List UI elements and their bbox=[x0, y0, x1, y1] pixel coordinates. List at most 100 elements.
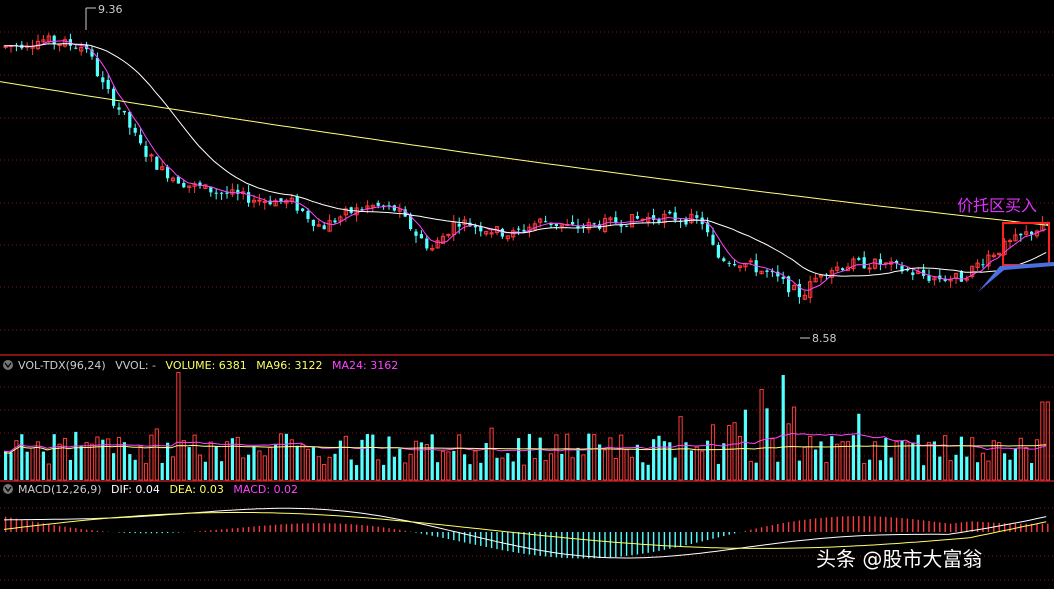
volume-bar bbox=[214, 446, 218, 480]
candle-body bbox=[733, 264, 737, 266]
volume-bar bbox=[338, 440, 342, 480]
candle-body bbox=[857, 258, 861, 260]
candle-body bbox=[813, 277, 818, 283]
candle-body bbox=[160, 166, 165, 171]
candle-body bbox=[802, 294, 807, 300]
volume-bar bbox=[905, 441, 910, 481]
volume-bar bbox=[116, 437, 122, 481]
candle-body bbox=[748, 260, 753, 263]
candle-body bbox=[544, 221, 548, 223]
volume-bar bbox=[25, 451, 29, 480]
volume-bar bbox=[230, 438, 234, 480]
candle-body bbox=[149, 154, 154, 157]
candle-body bbox=[365, 205, 370, 209]
grid-lines bbox=[0, 31, 1054, 581]
candle-body bbox=[927, 275, 931, 281]
candle-body bbox=[409, 214, 413, 230]
volume-bar bbox=[247, 454, 251, 480]
volume-bar bbox=[252, 446, 256, 480]
volume-bar bbox=[976, 462, 980, 480]
candle-body bbox=[905, 269, 909, 271]
volume-bar bbox=[737, 435, 743, 481]
candle-body bbox=[592, 223, 596, 225]
candle-body bbox=[327, 220, 332, 232]
volume-bar bbox=[506, 453, 510, 480]
volume-bar bbox=[916, 434, 920, 480]
volume-bar bbox=[521, 464, 527, 481]
volume-bar bbox=[355, 465, 359, 480]
volume-bar bbox=[868, 459, 872, 480]
volume-bar bbox=[624, 449, 629, 481]
candle-body bbox=[716, 244, 720, 258]
volume-bar bbox=[538, 437, 542, 480]
volume-bar bbox=[765, 408, 769, 480]
volume-bar bbox=[986, 460, 991, 481]
volume-bar bbox=[517, 438, 521, 480]
candle-body bbox=[657, 218, 661, 223]
volume-bar bbox=[678, 416, 683, 481]
volume-bar bbox=[436, 462, 440, 480]
volume-bar bbox=[802, 446, 807, 481]
volume-bar bbox=[1013, 448, 1017, 480]
candle-body bbox=[1019, 233, 1023, 236]
candle-body bbox=[225, 192, 229, 194]
candle-body bbox=[62, 39, 68, 47]
candle-body bbox=[1007, 240, 1013, 243]
candle-body bbox=[435, 240, 440, 249]
candle-body bbox=[522, 229, 526, 232]
candle-body bbox=[187, 185, 192, 188]
candle-body bbox=[808, 281, 813, 298]
macd-indicator-name: MACD(12,26,9) bbox=[18, 483, 102, 496]
volume-bar bbox=[797, 460, 801, 480]
candle-body bbox=[430, 247, 435, 251]
volume-bar bbox=[900, 440, 904, 480]
vol-ma96: MA96: 3122 bbox=[256, 359, 322, 372]
candle-body bbox=[602, 217, 608, 232]
volume-bar bbox=[9, 452, 13, 480]
volume-bar bbox=[565, 433, 570, 481]
candle-body bbox=[457, 223, 461, 227]
candle-body bbox=[781, 276, 785, 279]
volume-bar bbox=[884, 438, 888, 480]
volume-bar bbox=[716, 463, 720, 480]
volume-bar bbox=[349, 459, 353, 480]
candle-body bbox=[943, 278, 947, 281]
volume-bar bbox=[41, 451, 45, 480]
candle-body bbox=[301, 208, 305, 211]
volume-bar bbox=[484, 443, 488, 480]
candle-body bbox=[959, 270, 963, 282]
candle-body bbox=[845, 266, 851, 272]
volume-bar bbox=[814, 449, 818, 480]
candle-body bbox=[209, 186, 213, 193]
volume-bar bbox=[592, 434, 597, 481]
buy-zone-arrow bbox=[978, 262, 1054, 292]
candle-body bbox=[878, 259, 882, 265]
volume-bar bbox=[419, 442, 423, 480]
candle-body bbox=[106, 79, 110, 90]
volume-bar bbox=[241, 457, 246, 481]
volume-bar bbox=[824, 462, 829, 481]
volume-bar bbox=[62, 437, 68, 481]
vol-ma24-line bbox=[3, 432, 1047, 453]
volume-bar bbox=[473, 450, 478, 481]
volume-bar bbox=[327, 456, 332, 481]
volume-bar bbox=[300, 443, 305, 481]
volume-bar bbox=[587, 433, 591, 480]
candle-body bbox=[964, 278, 969, 281]
volume-bar bbox=[392, 456, 396, 480]
volume-bar bbox=[1034, 439, 1040, 481]
volume-bar bbox=[376, 459, 381, 481]
candle-body bbox=[538, 218, 543, 223]
volume-bar bbox=[570, 457, 575, 481]
volume-bar bbox=[112, 453, 116, 480]
volume-bar bbox=[689, 450, 693, 480]
candle-body bbox=[155, 156, 159, 170]
candle-body bbox=[257, 199, 262, 202]
volume-bar bbox=[468, 464, 472, 480]
volume-bar bbox=[413, 440, 419, 481]
volume-bar bbox=[932, 441, 936, 480]
volume-bar bbox=[295, 445, 299, 480]
volume-bar bbox=[1045, 401, 1050, 481]
volume-bar bbox=[598, 444, 602, 480]
